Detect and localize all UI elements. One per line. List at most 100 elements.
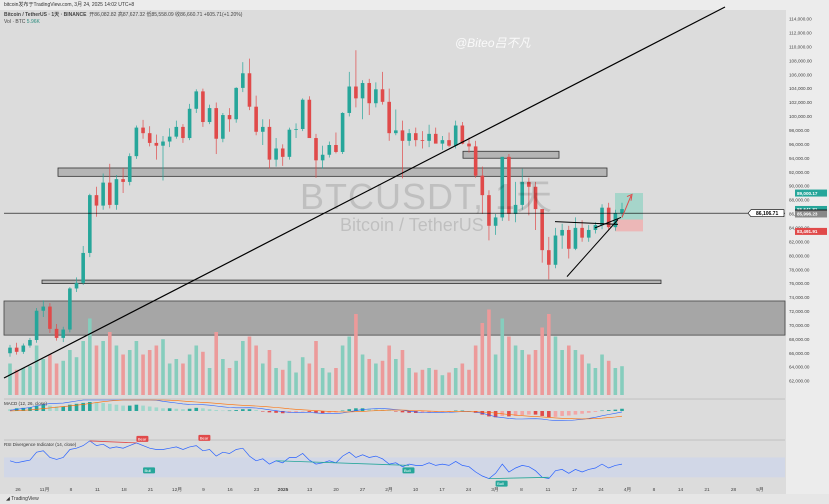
volume-bar — [267, 350, 272, 395]
macd-histogram-bar — [54, 406, 59, 411]
macd-histogram-bar — [493, 411, 498, 418]
volume-bar — [81, 341, 85, 395]
macd-histogram-bar — [586, 411, 591, 413]
candle-body — [280, 148, 285, 157]
macd-histogram-bar — [613, 409, 618, 411]
macd-histogram-bar — [354, 408, 358, 411]
candle-body — [14, 347, 19, 352]
time-tick-label: 23 — [254, 487, 260, 493]
candle-body — [81, 252, 85, 283]
candle-body — [320, 154, 325, 161]
volume-bar — [473, 345, 478, 395]
macd-histogram-bar — [28, 407, 32, 411]
target-arrow-icon — [626, 193, 633, 201]
volume-bar — [453, 368, 458, 395]
stop-price-tag — [795, 227, 827, 235]
candle-body — [154, 142, 159, 146]
macd-histogram-bar — [527, 411, 531, 415]
volume-bar — [407, 368, 411, 395]
time-tick-label: 4月 — [624, 487, 631, 493]
time-tick-label: 13 — [307, 487, 313, 493]
candle-body — [553, 235, 558, 265]
time-tick-label: 21 — [148, 487, 154, 493]
price-axis-bg — [786, 10, 829, 494]
volume-bar — [566, 345, 571, 395]
macd-histogram-bar — [21, 407, 26, 411]
ohlc-values: 开86,082.82 高87,627.32 低85,558.09 收86,660… — [89, 12, 243, 18]
volume-bar — [234, 360, 238, 395]
volume-bar — [201, 351, 205, 395]
macd-histogram-bar — [580, 411, 584, 414]
signal-line — [9, 399, 623, 420]
volume-bar — [374, 363, 378, 395]
candle-body — [54, 328, 59, 338]
price-axis: 114,000.00 112,000.00 110,000.00 108,000.00… — [747, 10, 829, 494]
candle-body — [354, 86, 358, 99]
price-tick-label: 62,000.00 — [789, 379, 810, 384]
candle-body — [387, 101, 391, 134]
candle-body — [300, 99, 305, 129]
volume-bar — [380, 360, 385, 395]
volume-bar — [480, 323, 485, 395]
macd-histogram-bar — [407, 411, 411, 413]
close-price-tag-label: 85,996.23 — [797, 212, 818, 217]
long-trendline — [3, 6, 726, 379]
macd-histogram-bar — [221, 410, 225, 412]
candle-body — [61, 329, 66, 338]
support-zone — [41, 279, 662, 284]
candle-body — [367, 83, 372, 104]
macd-histogram-bar — [320, 411, 325, 414]
symbol-info: Bitcoin / TetherUS · 1天 · BINANCE 开86,08… — [4, 11, 243, 25]
time-tick-label: 16 — [227, 487, 233, 493]
time-tick-label: 20 — [333, 487, 339, 493]
candle-body — [600, 207, 604, 226]
candle-body — [201, 91, 205, 123]
candle-body — [374, 89, 378, 104]
volume-bar — [54, 363, 59, 395]
macd-histogram-bar — [553, 411, 558, 417]
macd-histogram-bar — [374, 409, 378, 411]
candle-body — [194, 91, 199, 109]
volume-bar — [61, 360, 66, 395]
candle-body — [620, 209, 624, 214]
price-tick-label: 74,000.00 — [789, 295, 810, 300]
volume-bar — [187, 354, 192, 395]
volume-bar — [300, 357, 305, 395]
macd-histogram-bar — [127, 405, 132, 411]
current-price-callout — [747, 209, 785, 218]
macd-histogram-bar — [606, 410, 611, 411]
candle-body — [507, 156, 511, 214]
macd-histogram-bar — [241, 409, 245, 411]
volume-bar — [460, 363, 465, 395]
candle-body — [28, 339, 32, 346]
macd-histogram-bar — [287, 411, 292, 413]
candle-body — [573, 227, 578, 249]
candle-body — [413, 133, 418, 141]
candle-body — [493, 217, 498, 226]
volume-bar — [8, 363, 12, 395]
volume-bar — [433, 369, 438, 395]
macd-histogram-bar — [387, 410, 391, 412]
candle-body — [207, 108, 212, 123]
candle-body — [453, 125, 458, 146]
candle-body — [440, 140, 445, 144]
volume-bar — [573, 350, 578, 395]
volume-bar — [154, 345, 159, 395]
price-tick-label: 98,000.00 — [789, 128, 810, 133]
time-tick-label: 8 — [653, 487, 656, 493]
price-tick-label: 114,000.00 — [789, 17, 812, 22]
volume-bar — [134, 341, 139, 395]
candle-body — [473, 146, 478, 176]
candle-body — [101, 182, 105, 206]
candle-body — [68, 288, 72, 330]
macd-histogram-bar — [593, 411, 598, 412]
candle-body — [241, 73, 245, 88]
candle-body — [8, 347, 12, 354]
macd-histogram-bar — [41, 404, 46, 411]
macd-histogram-bar — [340, 410, 345, 412]
time-tick-label: 27 — [360, 487, 366, 493]
macd-histogram-bar — [533, 411, 538, 415]
candle-body — [566, 229, 571, 249]
price-tick-label: 68,000.00 — [789, 337, 810, 342]
